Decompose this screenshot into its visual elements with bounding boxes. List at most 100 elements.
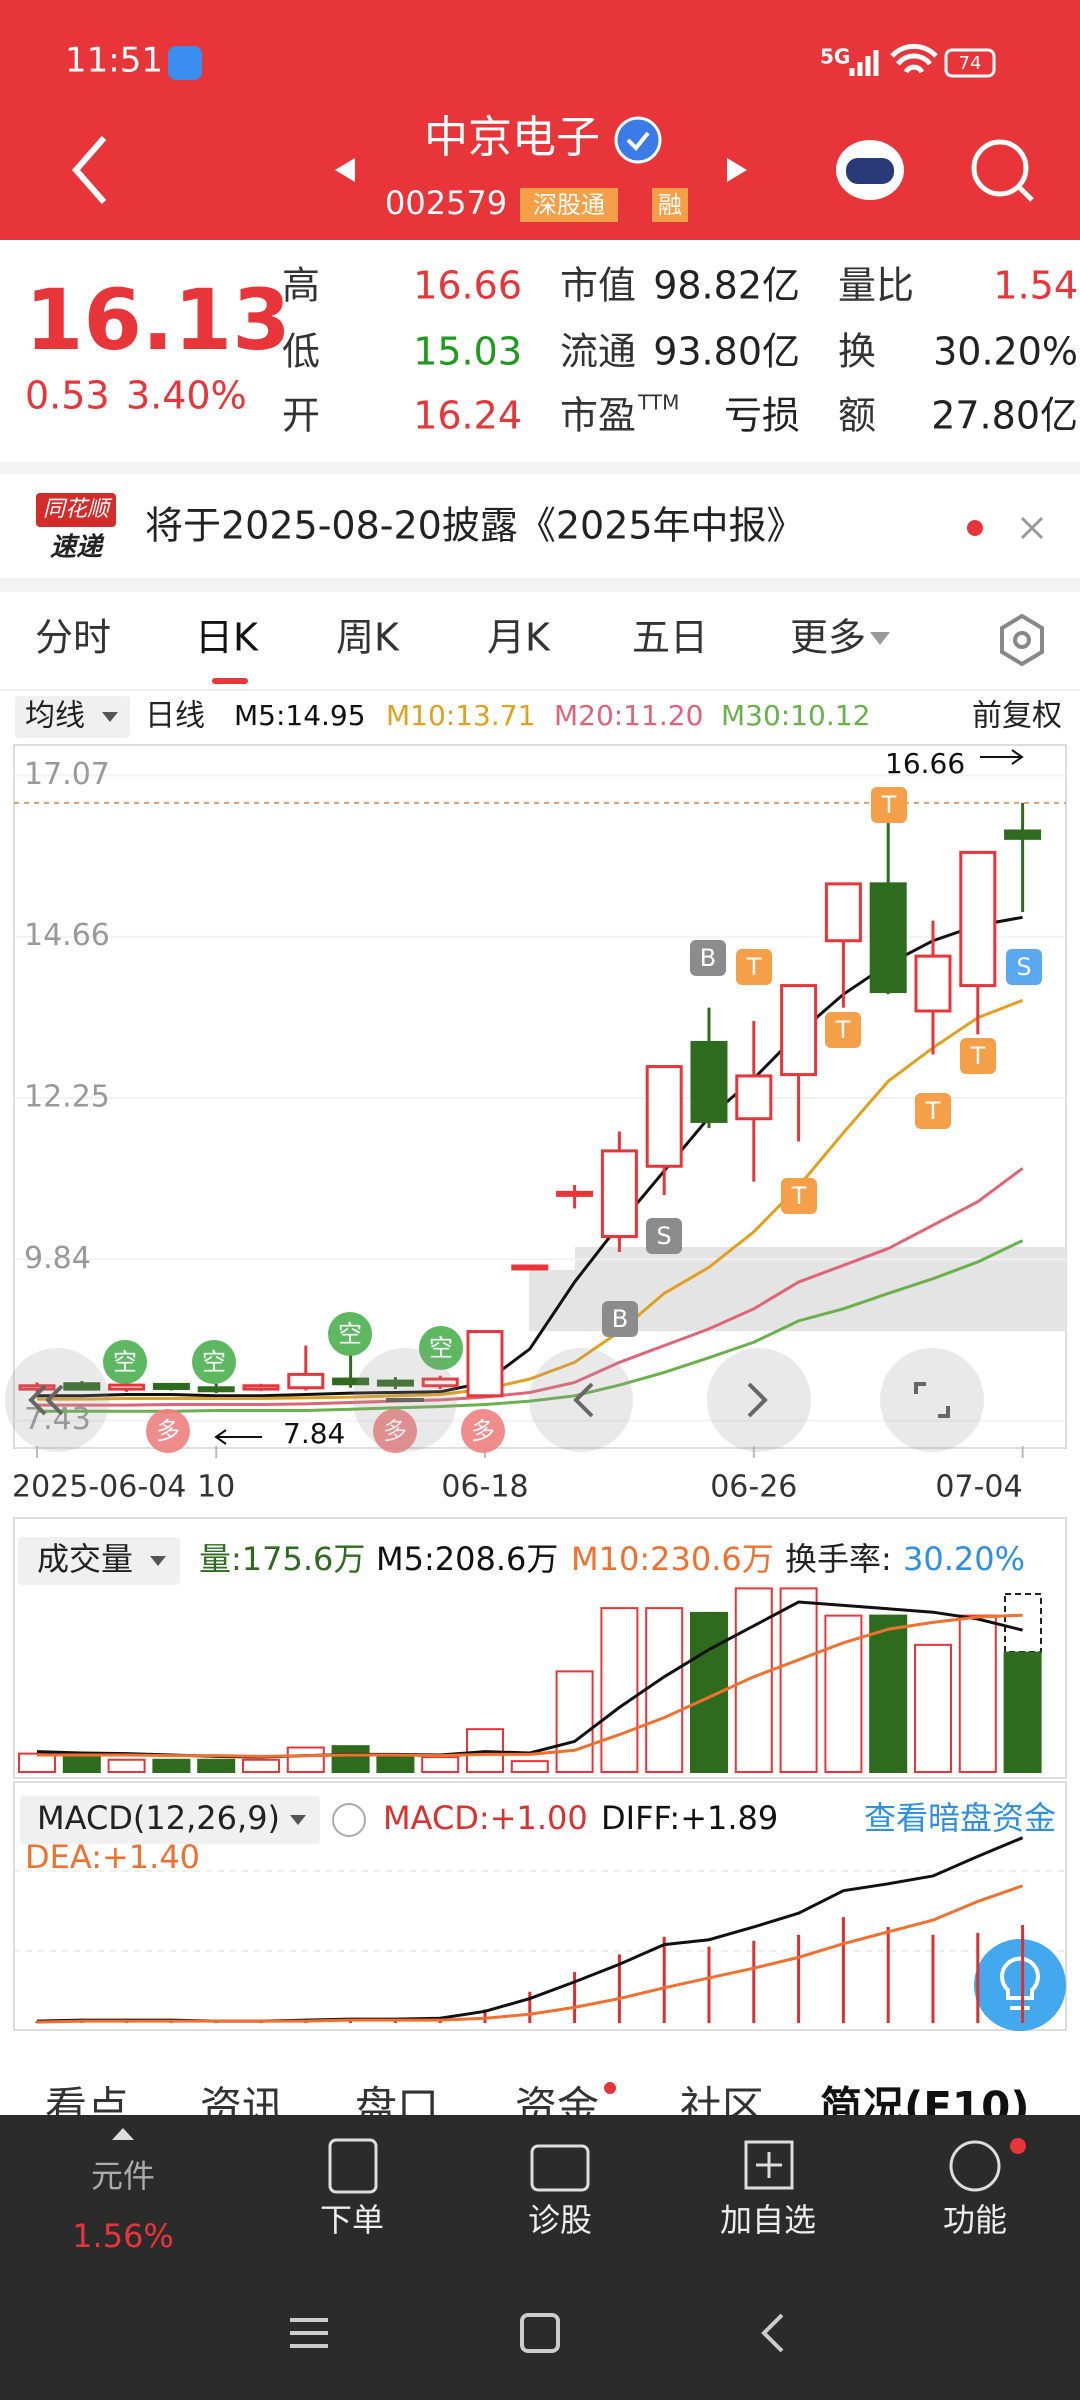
nav-item[interactable]: 诊股 bbox=[528, 2201, 592, 2239]
legend-entry: DEA:+1.40 bbox=[25, 1838, 200, 1876]
volume-bar bbox=[421, 1756, 460, 1774]
chart-nav-button[interactable] bbox=[880, 1348, 984, 1452]
search-button[interactable] bbox=[971, 139, 1029, 197]
back-button[interactable] bbox=[72, 136, 107, 204]
signal-label: T bbox=[791, 1182, 807, 1210]
verified-badge bbox=[614, 116, 662, 164]
chart-nav-glyph bbox=[28, 1382, 950, 1418]
volume-bar bbox=[555, 1670, 594, 1773]
legend-button[interactable]: MACD(12,26,9) bbox=[37, 1799, 280, 1837]
legend-entry: M30:10.12 bbox=[721, 699, 870, 732]
signal-label: T bbox=[925, 1097, 941, 1125]
candle-body bbox=[18, 1384, 56, 1391]
ma-line bbox=[36, 1884, 1024, 2024]
volume-bar bbox=[914, 1643, 952, 1773]
tab[interactable]: 周K bbox=[336, 616, 400, 660]
signal-badge bbox=[915, 1093, 951, 1129]
unread-dot bbox=[1010, 2138, 1026, 2154]
help-icon[interactable] bbox=[332, 1803, 366, 1837]
legend-entry: DIFF:+1.89 bbox=[601, 1799, 778, 1837]
network-type: 5G bbox=[820, 45, 850, 69]
volume-bar bbox=[286, 1746, 325, 1774]
next-stock[interactable] bbox=[727, 158, 747, 182]
stat-value: 亏损 bbox=[724, 394, 800, 438]
chart-nav-button[interactable] bbox=[707, 1348, 811, 1452]
logo-top: 同花顺 bbox=[43, 497, 113, 522]
y-tick-label: 9.84 bbox=[24, 1241, 91, 1276]
macd-panel bbox=[13, 1781, 1067, 2031]
nav-item[interactable]: 加自选 bbox=[720, 2201, 816, 2239]
announcement-text[interactable]: 将于2025-08-20披露《2025年中报》 bbox=[145, 504, 805, 548]
signal-label: T bbox=[835, 1016, 851, 1044]
signal-label: B bbox=[612, 1305, 628, 1333]
stat-label: 低 bbox=[282, 330, 320, 374]
signal-badge bbox=[328, 1312, 372, 1356]
candle-body bbox=[466, 1330, 504, 1398]
stat-label: 市盈 bbox=[560, 394, 636, 438]
component-pct: 1.56% bbox=[72, 2217, 174, 2255]
tab[interactable]: 更多 bbox=[790, 616, 866, 660]
tab-active[interactable]: 日K bbox=[195, 616, 259, 660]
low-arrow bbox=[214, 1429, 262, 1445]
candle-body bbox=[824, 882, 862, 943]
volume-bar bbox=[779, 1587, 818, 1774]
stat-label: 市值 bbox=[560, 264, 636, 308]
nav-item[interactable]: 元件 bbox=[91, 2157, 155, 2195]
signal-badge bbox=[736, 949, 772, 985]
turnover-label: 换手率: bbox=[785, 1540, 892, 1578]
nav-item[interactable]: 下单 bbox=[320, 2201, 384, 2239]
change: 0.53 bbox=[25, 374, 110, 418]
signal-badge bbox=[781, 1178, 817, 1214]
system-home[interactable] bbox=[520, 2313, 560, 2353]
system-back[interactable] bbox=[761, 2313, 784, 2353]
nav-item[interactable]: 功能 bbox=[943, 2201, 1007, 2239]
volume-bar bbox=[1003, 1651, 1042, 1774]
quote-stats: 高 16.66 低 15.03 开 16.24 市值 98.82亿 流通 93.… bbox=[282, 264, 1078, 438]
signal-badge bbox=[461, 1409, 505, 1453]
legend-button[interactable]: 均线 bbox=[25, 699, 85, 734]
tab[interactable]: 月K bbox=[487, 616, 551, 660]
volume-bar bbox=[734, 1587, 773, 1774]
price-zone bbox=[529, 1247, 1066, 1331]
wifi-icon bbox=[890, 43, 938, 74]
dark-pool-link[interactable]: 查看暗盘资金 bbox=[864, 1799, 1056, 1837]
stat-value: 16.24 bbox=[413, 394, 522, 438]
signal-label: 空 bbox=[338, 1320, 362, 1348]
legend-button-bg[interactable] bbox=[15, 696, 130, 738]
legend-button-bg[interactable] bbox=[18, 1537, 180, 1585]
y-tick-label: 14.66 bbox=[24, 918, 110, 953]
x-tick-label: 06-26 bbox=[710, 1470, 797, 1505]
prev-stock[interactable] bbox=[335, 158, 355, 182]
volume-bar bbox=[197, 1758, 236, 1774]
stat-value: 27.80亿 bbox=[931, 394, 1078, 438]
system-menu[interactable] bbox=[290, 2318, 328, 2348]
chart-nav-button[interactable] bbox=[5, 1348, 109, 1452]
divider bbox=[0, 462, 1080, 474]
settings-button[interactable] bbox=[1000, 613, 1044, 667]
settings-center bbox=[1013, 631, 1031, 649]
expand-arrow[interactable] bbox=[112, 2128, 134, 2140]
close-button[interactable] bbox=[1020, 516, 1044, 540]
signal-badge bbox=[602, 1301, 638, 1337]
signal-label: B bbox=[700, 944, 716, 972]
legend-button-bg[interactable] bbox=[20, 1796, 320, 1844]
tab[interactable]: 五日 bbox=[632, 616, 708, 660]
stat-value: 98.82亿 bbox=[653, 264, 800, 308]
turnover-value: 30.20% bbox=[903, 1540, 1025, 1578]
tips-button[interactable] bbox=[974, 1939, 1066, 2031]
signal-label: 多 bbox=[156, 1417, 180, 1445]
legend-button[interactable]: 成交量 bbox=[37, 1540, 133, 1578]
volume-bar bbox=[242, 1758, 280, 1774]
divider bbox=[0, 578, 1080, 592]
chart-nav-button[interactable] bbox=[529, 1348, 633, 1452]
signal-badge bbox=[825, 1012, 861, 1048]
tab[interactable]: 分时 bbox=[35, 616, 111, 660]
adjust-label[interactable]: 前复权 bbox=[972, 699, 1062, 734]
x-tick-label: 07-04 bbox=[935, 1470, 1022, 1505]
y-tick-label: 12.25 bbox=[24, 1080, 110, 1115]
signal-label: S bbox=[656, 1222, 671, 1250]
tab-indicator bbox=[212, 678, 248, 684]
signal-badge bbox=[646, 1218, 682, 1254]
ma-line bbox=[37, 1167, 1024, 1407]
